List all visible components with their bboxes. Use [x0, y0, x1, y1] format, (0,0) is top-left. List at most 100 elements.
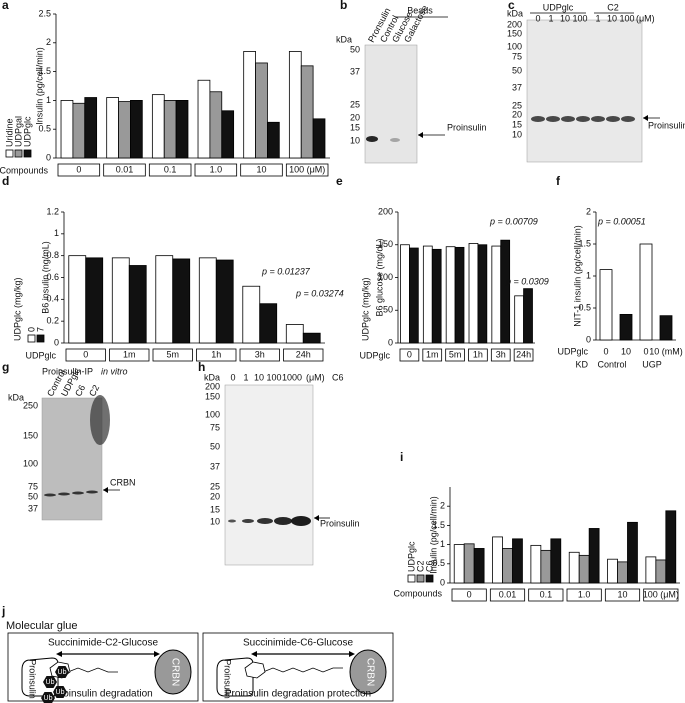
bar [431, 248, 442, 344]
kda-label: kDa [507, 8, 523, 18]
marker-label: 75 [210, 422, 220, 432]
y-tick-label: 1.5 [38, 66, 51, 76]
legend-swatch [36, 334, 45, 343]
marker-label: 50 [28, 491, 38, 501]
marker-label: 100 [205, 409, 220, 419]
panel-label: e [336, 174, 343, 188]
legend-label: UDPglc [406, 541, 416, 572]
proinsulin-shape [216, 657, 254, 697]
bar [540, 549, 552, 584]
bar [607, 558, 618, 584]
y-tick-label: 2 [586, 206, 591, 216]
legend-label: UDPglc [22, 116, 32, 147]
marker-label: 37 [210, 461, 220, 471]
marker-label: 20 [512, 109, 522, 119]
lane-label: 100 [619, 13, 634, 23]
marker-label: 50 [210, 441, 220, 451]
blot-title: in vitro [101, 366, 128, 376]
marker-label: 50 [350, 44, 360, 54]
y-axis-label: NIT-1 insulin (pg/cell/min) [572, 225, 582, 327]
bar [243, 51, 256, 159]
legend-swatch [14, 149, 23, 158]
bar [68, 255, 87, 344]
category-box [489, 588, 526, 602]
y-tick-label: 0.5 [578, 302, 591, 312]
annotation: p = 0.00051 [597, 216, 646, 226]
lane-label: 10 [560, 13, 570, 23]
bar [502, 548, 513, 584]
bar [588, 528, 600, 584]
legend-label: C2 [415, 560, 425, 572]
compound-name: Succinimide-C2-Glucose [48, 638, 158, 649]
category-box [109, 348, 150, 362]
y-tick-label: 1.2 [46, 206, 59, 216]
bar [285, 324, 304, 344]
category-box [65, 348, 106, 362]
blot-band [531, 116, 545, 122]
blot-band [546, 116, 560, 122]
bar [492, 536, 503, 584]
marker-label: 15 [210, 504, 220, 514]
protein-label: Proinsulin [223, 659, 233, 699]
marker-label: 20 [210, 491, 220, 501]
category-box [643, 588, 679, 602]
panel-label: g [2, 360, 9, 374]
bar [60, 100, 74, 159]
blot-smear [90, 395, 110, 445]
marker-label: 200 [507, 19, 522, 29]
bar [550, 538, 562, 584]
diagram-title: Molecular glue [6, 620, 78, 632]
annotation: p = 0.01237 [261, 266, 311, 276]
y-tick-label: 0 [440, 577, 445, 587]
ub-label: Ub [56, 689, 65, 696]
caption: Proinsulin degradation protection [225, 689, 371, 700]
marker-label: 250 [23, 400, 38, 410]
marker-label: 100 [23, 458, 38, 468]
blot-band [291, 516, 311, 526]
bar [106, 97, 119, 159]
group-label: C2 [607, 2, 619, 12]
bar [118, 101, 131, 159]
category-box [528, 588, 564, 602]
group-label: UDPglc [543, 2, 574, 12]
x-tick-label: 0.1 [540, 589, 553, 599]
category-box [468, 348, 488, 362]
y-tick-label: 1.5 [578, 238, 591, 248]
category-box [604, 588, 641, 602]
y-tick-label: 50 [383, 305, 393, 315]
category-box [152, 348, 193, 362]
ub-label: Ub [46, 679, 55, 686]
x-tick-label: 100 (μM) [643, 589, 679, 599]
ubiquitin [53, 686, 67, 698]
diagram-box [202, 632, 394, 702]
bar [259, 303, 278, 344]
category-box [285, 163, 329, 177]
bar [665, 510, 677, 584]
ubiquitin [43, 676, 57, 688]
x-tick-label: 1m [426, 349, 439, 359]
y-tick-label: 0.5 [38, 124, 51, 134]
bar [655, 559, 667, 584]
category-box [283, 348, 324, 362]
bar [197, 79, 211, 159]
x-tick-label: 1.0 [578, 589, 591, 599]
legend-title: UDPglc (mg/kg) [360, 277, 370, 341]
bar [627, 521, 638, 584]
blot-image [364, 44, 418, 164]
x-tick-label: 1h [473, 349, 483, 359]
y-axis-label: B6 insulin (ng/mL) [40, 241, 50, 314]
x-tick-label: 0 [76, 164, 81, 174]
blot-title: Proinsulin-IP [42, 366, 93, 376]
bar [312, 118, 326, 159]
blot-band [228, 519, 236, 523]
kda-label: kDa [8, 392, 24, 402]
marker-label: 25 [512, 100, 522, 110]
x-tick-label: 10 [617, 589, 627, 599]
ubiquitin [55, 666, 69, 678]
y-axis-label: Insulin (pg/cell/min) [34, 47, 44, 125]
y-tick-label: 200 [378, 206, 393, 216]
blot-band [86, 490, 98, 494]
blot-image [224, 384, 314, 566]
legend-swatch [407, 574, 416, 583]
